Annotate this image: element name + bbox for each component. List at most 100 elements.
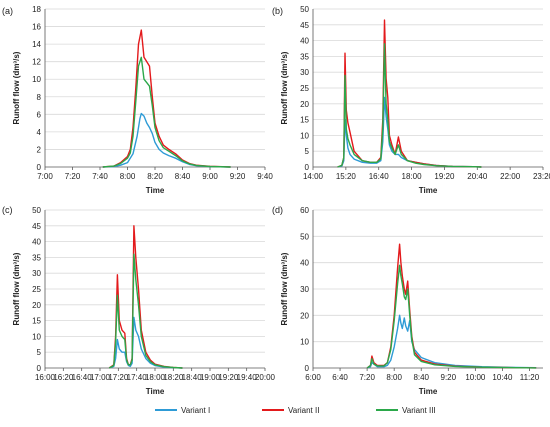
x-axis-title: Time xyxy=(419,186,438,195)
x-tick-label: 16:40 xyxy=(369,172,390,181)
y-tick-label: 30 xyxy=(300,285,309,294)
series-line-variant-iii xyxy=(102,56,231,168)
y-tick-label: 35 xyxy=(32,253,41,262)
x-tick-label: 15:20 xyxy=(336,172,357,181)
x-tick-label: 7:20 xyxy=(65,172,81,181)
y-tick-label: 0 xyxy=(305,364,310,373)
x-tick-label: 7:20 xyxy=(359,373,375,382)
x-tick-label: 18:20 xyxy=(163,373,184,382)
x-tick-label: 9:20 xyxy=(230,172,246,181)
y-tick-label: 60 xyxy=(300,206,309,215)
y-tick-label: 10 xyxy=(300,338,309,347)
y-tick-label: 25 xyxy=(32,285,41,294)
x-tick-label: 18:40 xyxy=(182,373,203,382)
x-axis-title: Time xyxy=(419,387,438,396)
x-tick-label: 10:00 xyxy=(465,373,486,382)
series-line-variant-i xyxy=(366,314,537,369)
y-tick-label: 45 xyxy=(300,21,309,30)
x-tick-label: 17:00 xyxy=(90,373,111,382)
y-tick-label: 15 xyxy=(32,317,41,326)
y-tick-label: 35 xyxy=(300,52,309,61)
y-tick-label: 0 xyxy=(305,163,310,172)
x-tick-label: 8:00 xyxy=(386,373,402,382)
y-tick-label: 45 xyxy=(32,222,41,231)
series-line-variant-iii xyxy=(337,43,482,168)
x-tick-label: 19:40 xyxy=(237,373,258,382)
y-tick-label: 6 xyxy=(37,110,42,119)
y-tick-label: 0 xyxy=(37,364,42,373)
y-axis-title: Runoff flow (dm³/s) xyxy=(280,252,289,325)
y-tick-label: 40 xyxy=(300,259,309,268)
y-tick-label: 2 xyxy=(37,145,42,154)
y-tick-label: 50 xyxy=(300,5,309,14)
x-tick-label: 9:20 xyxy=(441,373,457,382)
y-tick-label: 18 xyxy=(32,5,41,14)
y-tick-label: 5 xyxy=(305,147,310,156)
legend: Variant I Variant II Variant III xyxy=(155,406,436,415)
series-line-variant-ii xyxy=(337,19,482,168)
y-axis-title: Runoff flow (dm³/s) xyxy=(12,51,21,124)
x-tick-label: 17:40 xyxy=(127,373,148,382)
series-line-variant-iii xyxy=(108,253,183,369)
y-tick-label: 10 xyxy=(32,332,41,341)
series-line-variant-i xyxy=(102,112,231,168)
y-tick-label: 50 xyxy=(300,232,309,241)
x-tick-label: 6:00 xyxy=(305,373,321,382)
y-tick-label: 5 xyxy=(37,348,42,357)
legend-label: Variant I xyxy=(181,406,210,415)
legend-label: Variant II xyxy=(288,406,319,415)
y-tick-label: 30 xyxy=(32,269,41,278)
y-tick-label: 40 xyxy=(32,238,41,247)
y-tick-label: 16 xyxy=(32,23,41,32)
panel-label: (c) xyxy=(2,205,13,215)
y-tick-label: 12 xyxy=(32,58,41,67)
y-tick-label: 30 xyxy=(300,68,309,77)
panel-label: (a) xyxy=(2,6,13,16)
panel-label: (d) xyxy=(272,205,283,215)
y-tick-label: 20 xyxy=(300,311,309,320)
x-tick-label: 9:00 xyxy=(202,172,218,181)
x-tick-label: 7:00 xyxy=(37,172,53,181)
x-tick-label: 18:00 xyxy=(145,373,166,382)
y-tick-label: 25 xyxy=(300,84,309,93)
x-tick-label: 9:40 xyxy=(257,172,273,181)
chart-panel-b: 0 5 10 15 20 25 30 35 40 45 50 14:00 15:20 16:40 18:00… xyxy=(272,5,550,195)
y-axis-title: Runoff flow (dm³/s) xyxy=(12,252,21,325)
series-line-variant-i xyxy=(108,316,183,369)
chart-panel-c: 0 5 10 15 20 25 30 35 40 45 50 16:0016:2016:4017:00… xyxy=(2,205,276,396)
legend-label: Variant III xyxy=(402,406,436,415)
x-tick-label: 16:00 xyxy=(35,373,56,382)
x-axis-title: Time xyxy=(146,186,165,195)
x-tick-label: 19:20 xyxy=(434,172,455,181)
y-tick-label: 8 xyxy=(37,93,42,102)
x-tick-label: 8:40 xyxy=(175,172,191,181)
y-tick-label: 4 xyxy=(37,128,42,137)
series-line-variant-ii xyxy=(102,29,231,168)
y-tick-label: 50 xyxy=(32,206,41,215)
y-tick-label: 40 xyxy=(300,37,309,46)
x-tick-label: 8:40 xyxy=(413,373,429,382)
x-tick-label: 6:40 xyxy=(332,373,348,382)
x-tick-label: 20:00 xyxy=(255,373,276,382)
x-tick-label: 16:40 xyxy=(72,373,93,382)
y-tick-label: 0 xyxy=(37,163,42,172)
x-tick-label: 7:40 xyxy=(92,172,108,181)
y-tick-label: 20 xyxy=(300,100,309,109)
x-tick-label: 14:00 xyxy=(303,172,324,181)
chart-panel-a: 0 2 4 6 8 10 12 14 16 18 7:00 7:20 7:40 8:00 8:20 8:40 9… xyxy=(2,5,273,195)
x-tick-label: 18:00 xyxy=(402,172,423,181)
y-tick-label: 14 xyxy=(32,40,41,49)
series-line-variant-ii xyxy=(108,225,183,369)
y-tick-label: 10 xyxy=(300,131,309,140)
x-axis-title: Time xyxy=(146,387,165,396)
x-tick-label: 19:00 xyxy=(200,373,221,382)
panel-label: (b) xyxy=(272,6,283,16)
x-tick-label: 22:00 xyxy=(500,172,521,181)
series-line-variant-iii xyxy=(366,264,537,369)
x-tick-label: 16:20 xyxy=(53,373,74,382)
y-axis-title: Runoff flow (dm³/s) xyxy=(280,51,289,124)
x-tick-label: 17:20 xyxy=(108,373,129,382)
y-tick-label: 15 xyxy=(300,116,309,125)
x-tick-label: 11:20 xyxy=(520,373,540,382)
